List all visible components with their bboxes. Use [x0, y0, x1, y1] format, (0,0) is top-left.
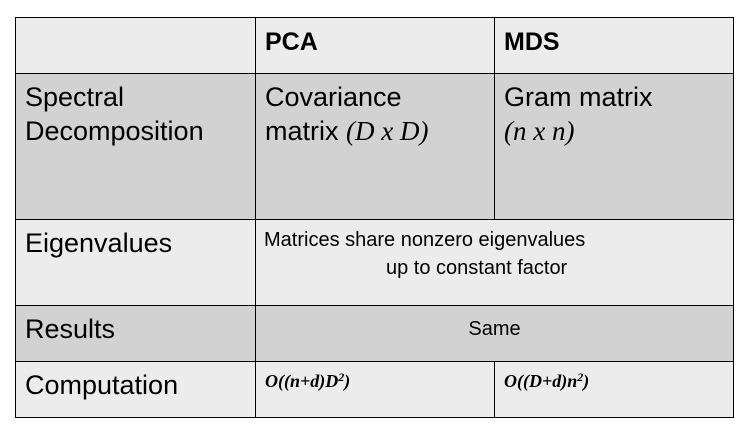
cell-pca-computation: O((n+d)D2)	[255, 361, 495, 418]
row-label-cell-eigenvalues: Eigenvalues	[15, 219, 256, 306]
eigenvalues-line2: up to constant factor	[386, 257, 568, 279]
row-label-spectral: Spectral Decomposition	[16, 74, 255, 148]
table-row-computation: Computation O((n+d)D2) O((D+d)n2)	[15, 361, 734, 418]
header-cell-empty	[15, 17, 256, 74]
row-label-eigenvalues: Eigenvalues	[25, 228, 173, 258]
header-mds: MDS	[504, 28, 560, 56]
row-label-spectral-line2: Decomposition	[25, 116, 204, 146]
comparison-table-frame: PCA MDS Spectral Decomposition Covarianc…	[15, 17, 734, 418]
pca-complexity: O((n+d)D2)	[265, 370, 351, 391]
row-label-cell-computation: Computation	[15, 361, 256, 418]
table-row-results: Results Same	[15, 305, 734, 362]
pca-spectral-dimensions: (D x D)	[346, 116, 429, 146]
mds-complexity: O((D+d)n2)	[504, 370, 590, 391]
row-label-cell-spectral: Spectral Decomposition	[15, 73, 256, 220]
table-row-spectral: Spectral Decomposition Covariance matrix…	[15, 73, 734, 220]
header-pca: PCA	[265, 28, 318, 56]
row-label-computation: Computation	[25, 370, 179, 400]
table-row-eigenvalues: Eigenvalues Matrices share nonzero eigen…	[15, 219, 734, 306]
mds-spectral-line1: Gram matrix	[504, 82, 653, 112]
pca-vs-mds-table: PCA MDS Spectral Decomposition Covarianc…	[15, 17, 734, 418]
eigenvalues-line1: Matrices share nonzero eigenvalues	[264, 229, 586, 251]
pca-spectral-line2-text: matrix	[265, 116, 346, 146]
row-label-cell-results: Results	[15, 305, 256, 362]
mds-spectral-dimensions: (n x n)	[504, 116, 575, 146]
cell-mds-spectral: Gram matrix (n x n)	[494, 73, 734, 220]
cell-pca-spectral: Covariance matrix (D x D)	[255, 73, 495, 220]
header-cell-pca: PCA	[255, 17, 495, 74]
row-label-results: Results	[25, 314, 116, 344]
cell-results-merged: Same	[255, 305, 734, 362]
cell-eigenvalues-merged: Matrices share nonzero eigenvalues up to…	[255, 219, 734, 306]
header-cell-mds: MDS	[494, 17, 734, 74]
pca-spectral-line1: Covariance	[265, 82, 402, 112]
header-row: PCA MDS	[15, 17, 734, 74]
row-label-spectral-line1: Spectral	[25, 82, 125, 112]
results-value: Same	[468, 318, 521, 340]
cell-mds-computation: O((D+d)n2)	[494, 361, 734, 418]
